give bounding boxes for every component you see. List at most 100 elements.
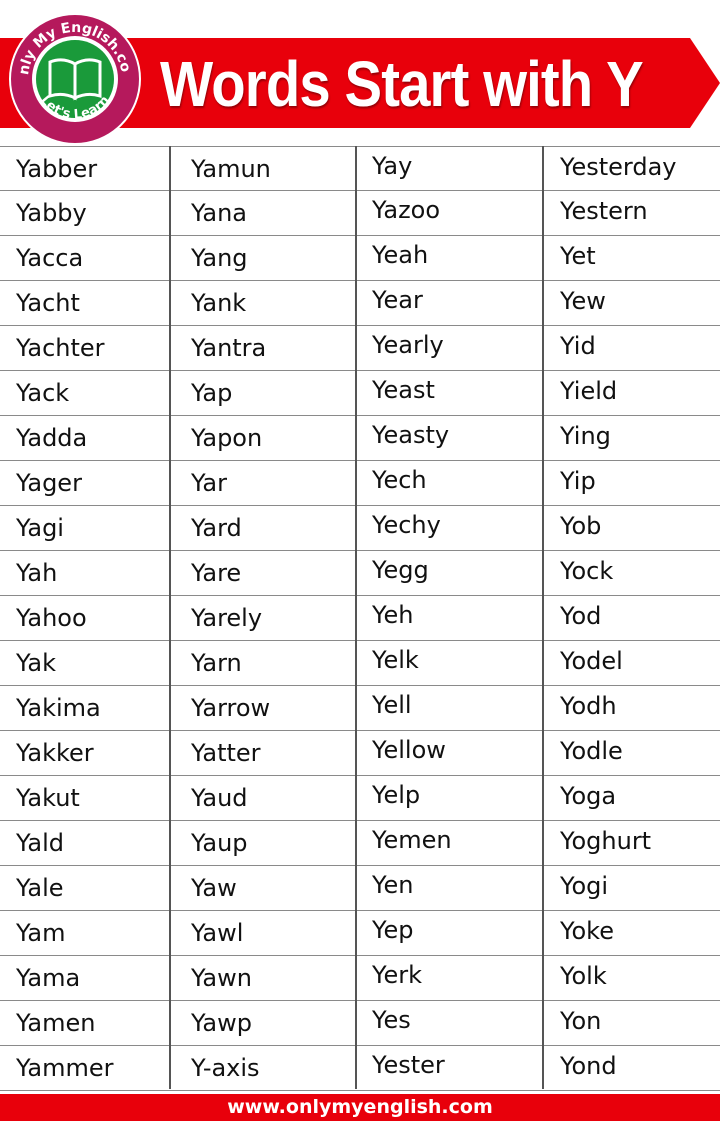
word-cell: Yatter [191, 739, 261, 767]
word-cell: Yazoo [372, 196, 441, 224]
word-cell: Yech [372, 466, 427, 494]
word-cell: Yechy [372, 511, 441, 539]
word-cell: Yaud [191, 784, 248, 812]
word-cell: Yolk [560, 962, 607, 990]
word-cell: Yemen [372, 826, 452, 854]
word-cell: Yen [372, 871, 414, 899]
table-row: Yacht Yank Year Yew [0, 281, 720, 326]
word-cell: Yew [560, 287, 606, 315]
banner-arrow-shape [0, 38, 720, 128]
word-cell: Yarely [191, 604, 263, 632]
word-cell: Yager [16, 469, 82, 497]
word-cell: Yadda [16, 424, 88, 452]
word-cell: Yodh [560, 692, 617, 720]
word-cell: Yodel [560, 647, 623, 675]
table-row: Yald Yaup Yemen Yoghurt [0, 821, 720, 866]
word-cell: Yak [16, 649, 56, 677]
site-logo: Only My English.com Let's Learn [8, 12, 141, 145]
word-cell: Yeasty [372, 421, 450, 449]
word-cell: Yogi [560, 872, 609, 900]
word-cell: Yammer [16, 1054, 114, 1082]
word-cell: Yield [560, 377, 618, 405]
word-cell: Yay [372, 152, 413, 180]
word-cell: Y-axis [191, 1054, 260, 1082]
table-row: Yabby Yana Yazoo Yestern [0, 191, 720, 236]
table-row: Yakker Yatter Yellow Yodle [0, 731, 720, 776]
table-row: Yakut Yaud Yelp Yoga [0, 776, 720, 821]
word-cell: Yapon [191, 424, 263, 452]
word-cell: Yet [560, 242, 596, 270]
word-cell: Yamen [16, 1009, 96, 1037]
word-cell: Yarn [191, 649, 242, 677]
table-row: Yager Yar Yech Yip [0, 461, 720, 506]
word-cell: Year [372, 286, 423, 314]
word-cell: Yoghurt [560, 827, 652, 855]
table-row: Yadda Yapon Yeasty Ying [0, 416, 720, 461]
word-cell: Yid [560, 332, 596, 360]
table-row: Yale Yaw Yen Yogi [0, 866, 720, 911]
word-cell: Yon [560, 1007, 602, 1035]
table-row: Yacca Yang Yeah Yet [0, 236, 720, 281]
word-cell: Yacht [16, 289, 80, 317]
word-cell: Yester [372, 1051, 445, 1079]
table-row: Yack Yap Yeast Yield [0, 371, 720, 416]
word-cell: Yam [16, 919, 66, 947]
word-cell: Yang [191, 244, 248, 272]
table-row: Yama Yawn Yerk Yolk [0, 956, 720, 1001]
title-banner [0, 38, 720, 128]
table-row: Yak Yarn Yelk Yodel [0, 641, 720, 686]
page-title: Words Start with Y [160, 48, 644, 120]
word-cell: Yap [191, 379, 233, 407]
footer-url[interactable]: www.onlymyenglish.com [0, 1094, 720, 1121]
word-cell: Yeah [372, 241, 429, 269]
column-divider [542, 146, 544, 1089]
word-cell: Yar [191, 469, 227, 497]
table-row: Yabber Yamun Yay Yesterday [0, 146, 720, 191]
word-cell: Yabby [16, 199, 87, 227]
word-cell: Yacca [16, 244, 84, 272]
word-cell: Ying [560, 422, 611, 450]
column-divider [355, 146, 357, 1089]
word-cell: Yestern [560, 197, 648, 225]
word-cell: Yarrow [191, 694, 271, 722]
word-cell: Yelk [372, 646, 419, 674]
word-cell: Yearly [372, 331, 444, 359]
table-row: Yammer Y-axis Yester Yond [0, 1046, 720, 1091]
word-cell: Yoga [560, 782, 617, 810]
word-cell: Yare [191, 559, 242, 587]
word-cell: Yawp [191, 1009, 252, 1037]
word-cell: Yell [372, 691, 412, 719]
word-cell: Yoke [560, 917, 614, 945]
word-cell: Yip [560, 467, 596, 495]
table-row: Yakima Yarrow Yell Yodh [0, 686, 720, 731]
word-cell: Yama [16, 964, 81, 992]
word-cell: Yob [560, 512, 602, 540]
table-row: Yagi Yard Yechy Yob [0, 506, 720, 551]
word-cell: Yock [560, 557, 614, 585]
word-cell: Yakima [16, 694, 101, 722]
table-row: Yamen Yawp Yes Yon [0, 1001, 720, 1046]
word-cell: Yep [372, 916, 414, 944]
word-cell: Yack [16, 379, 70, 407]
column-divider [169, 146, 171, 1089]
table-row: Yahoo Yarely Yeh Yod [0, 596, 720, 641]
word-cell: Yachter [16, 334, 105, 362]
table-row: Yam Yawl Yep Yoke [0, 911, 720, 956]
word-cell: Yald [16, 829, 64, 857]
word-cell: Yegg [372, 556, 429, 584]
word-cell: Yod [560, 602, 602, 630]
word-cell: Yank [191, 289, 247, 317]
word-cell: Yes [372, 1006, 411, 1034]
word-cell: Yaw [191, 874, 237, 902]
word-table: Yabber Yamun Yay Yesterday Yabby Yana Yazoo Yes… [0, 146, 720, 1091]
word-cell: Yaup [191, 829, 248, 857]
word-cell: Yelp [372, 781, 421, 809]
word-cell: Yond [560, 1052, 617, 1080]
word-cell: Yahoo [16, 604, 87, 632]
word-cell: Yagi [16, 514, 64, 542]
word-cell: Yamun [191, 155, 271, 183]
word-cell: Yah [16, 559, 58, 587]
word-cell: Yana [191, 199, 247, 227]
word-cell: Yabber [16, 155, 98, 183]
word-cell: Yawl [191, 919, 244, 947]
